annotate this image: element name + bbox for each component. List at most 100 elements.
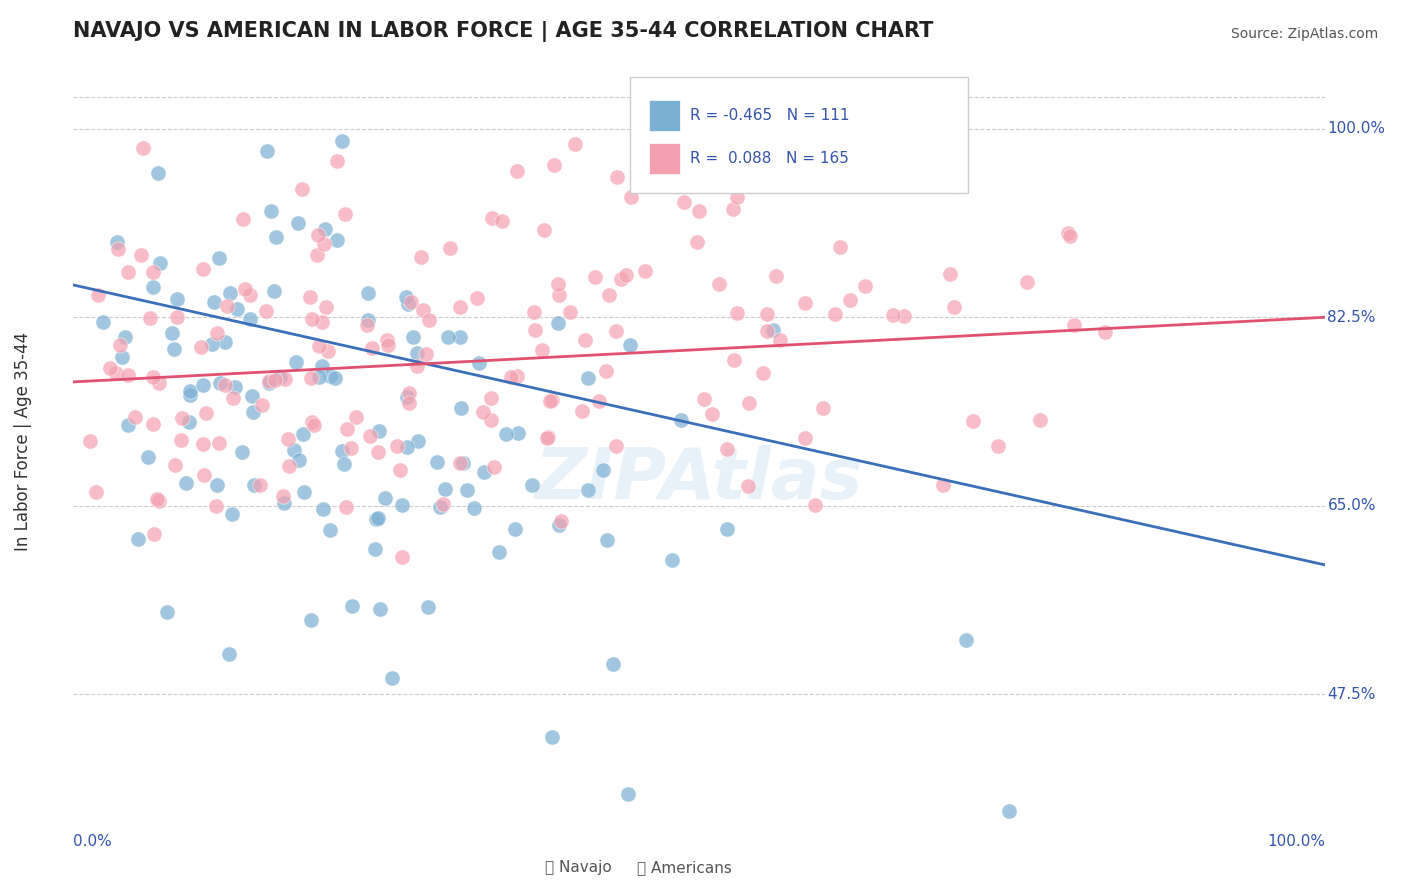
- Americans: [506, 369, 529, 384]
- Americans: [195, 406, 218, 420]
- Navajo: [330, 134, 353, 148]
- Navajo: [127, 532, 149, 546]
- Navajo: [219, 286, 242, 301]
- Navajo: [576, 370, 599, 384]
- Americans: [987, 439, 1010, 453]
- Americans: [301, 312, 323, 326]
- Americans: [117, 265, 139, 279]
- Americans: [537, 430, 560, 444]
- Americans: [538, 393, 561, 408]
- Americans: [307, 227, 329, 242]
- Americans: [558, 304, 581, 318]
- Americans: [191, 262, 214, 277]
- Navajo: [201, 336, 224, 351]
- Americans: [170, 433, 193, 447]
- Navajo: [166, 292, 188, 306]
- Navajo: [208, 252, 231, 266]
- Navajo: [242, 405, 264, 419]
- Americans: [124, 409, 146, 424]
- Americans: [299, 371, 322, 385]
- Navajo: [468, 356, 491, 370]
- Navajo: [260, 204, 283, 219]
- Navajo: [541, 730, 564, 744]
- Text: 0.0%: 0.0%: [73, 834, 112, 849]
- Text: 100.0%: 100.0%: [1327, 121, 1385, 136]
- Americans: [139, 311, 162, 326]
- Americans: [813, 401, 835, 415]
- Navajo: [111, 350, 134, 364]
- Text: 47.5%: 47.5%: [1327, 687, 1376, 702]
- Navajo: [453, 457, 475, 471]
- Americans: [531, 343, 554, 358]
- Americans: [723, 352, 745, 367]
- Americans: [325, 153, 347, 168]
- Americans: [962, 414, 984, 428]
- Navajo: [224, 380, 246, 394]
- Americans: [737, 479, 759, 493]
- Navajo: [177, 416, 200, 430]
- Navajo: [429, 500, 451, 514]
- Navajo: [402, 330, 425, 344]
- Navajo: [214, 334, 236, 349]
- Americans: [614, 268, 637, 282]
- Americans: [301, 415, 323, 429]
- Navajo: [162, 326, 184, 341]
- Navajo: [405, 346, 427, 360]
- Americans: [605, 324, 627, 338]
- Navajo: [716, 522, 738, 536]
- Navajo: [449, 329, 471, 343]
- Americans: [1063, 318, 1085, 333]
- Text: 65.0%: 65.0%: [1327, 499, 1376, 513]
- Navajo: [330, 444, 353, 458]
- Navajo: [364, 512, 387, 526]
- Americans: [610, 272, 633, 286]
- Americans: [506, 164, 529, 178]
- Americans: [479, 412, 502, 426]
- Americans: [129, 248, 152, 262]
- Americans: [239, 287, 262, 301]
- Navajo: [426, 454, 449, 468]
- Navajo: [318, 369, 340, 384]
- Americans: [391, 549, 413, 564]
- Americans: [254, 303, 277, 318]
- Americans: [105, 366, 128, 380]
- FancyBboxPatch shape: [650, 143, 681, 174]
- Navajo: [288, 453, 311, 467]
- Americans: [943, 300, 966, 314]
- Navajo: [323, 371, 346, 385]
- Americans: [148, 376, 170, 391]
- Navajo: [264, 229, 287, 244]
- Americans: [205, 499, 228, 513]
- Navajo: [326, 233, 349, 247]
- Text: ZIPAtlas: ZIPAtlas: [534, 445, 863, 515]
- Navajo: [762, 323, 785, 337]
- Americans: [305, 248, 328, 262]
- Americans: [1059, 228, 1081, 243]
- Navajo: [263, 284, 285, 298]
- Americans: [415, 347, 437, 361]
- Americans: [725, 306, 748, 320]
- Americans: [207, 326, 229, 340]
- Americans: [547, 287, 569, 301]
- Navajo: [520, 478, 543, 492]
- Navajo: [311, 501, 333, 516]
- Navajo: [273, 496, 295, 510]
- Navajo: [391, 498, 413, 512]
- Navajo: [547, 316, 569, 330]
- Americans: [1094, 325, 1116, 339]
- Navajo: [269, 370, 291, 384]
- Americans: [190, 340, 212, 354]
- Americans: [264, 373, 287, 387]
- Text: R =  0.088   N = 165: R = 0.088 N = 165: [690, 151, 849, 166]
- Americans: [273, 489, 295, 503]
- Americans: [1057, 227, 1080, 241]
- Americans: [634, 264, 657, 278]
- Navajo: [602, 657, 624, 672]
- Americans: [131, 141, 153, 155]
- Navajo: [91, 315, 114, 329]
- Americans: [449, 456, 471, 470]
- Navajo: [179, 384, 201, 398]
- Navajo: [117, 418, 139, 433]
- Americans: [406, 359, 429, 374]
- Navajo: [308, 369, 330, 384]
